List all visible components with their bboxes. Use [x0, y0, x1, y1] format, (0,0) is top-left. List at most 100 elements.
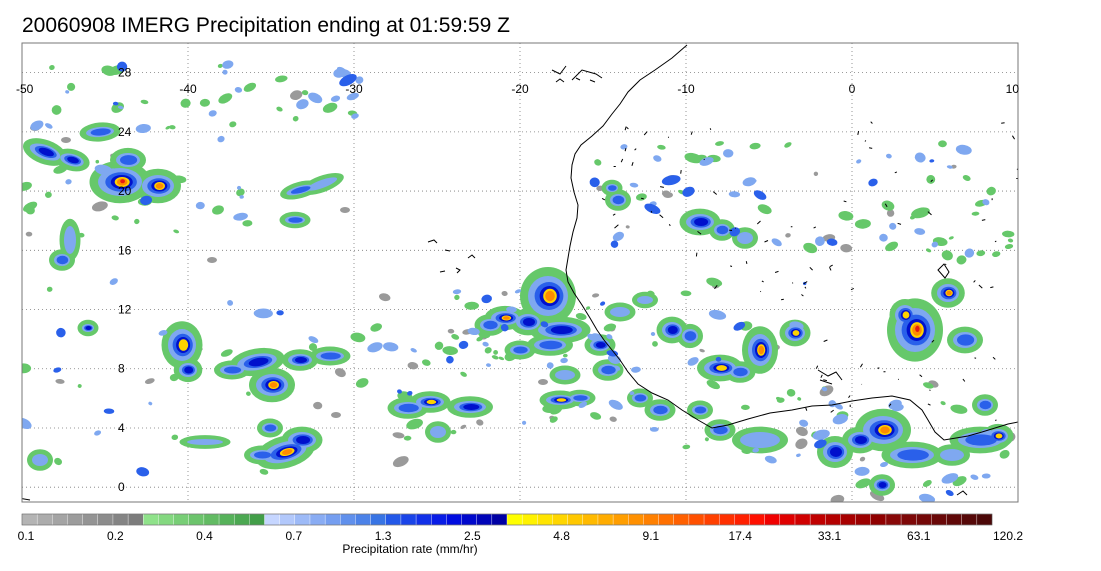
- lon-tick-label: -50: [16, 82, 34, 96]
- rain-cell: [171, 434, 179, 441]
- rain-cell: [941, 250, 953, 261]
- rain-cell: [224, 366, 242, 374]
- colorbar-swatch: [97, 513, 114, 526]
- colorbar-swatch: [916, 513, 932, 526]
- rain-cell: [498, 356, 505, 361]
- rain-cell: [217, 63, 223, 68]
- rain-cell: [56, 255, 69, 265]
- colorbar-swatch: [885, 513, 902, 526]
- rain-cell: [945, 489, 954, 497]
- rain-cell: [246, 391, 251, 396]
- rain-cell: [350, 332, 366, 343]
- rain-cell: [956, 255, 967, 265]
- rain-cell: [684, 331, 697, 341]
- rain-cell: [239, 195, 244, 199]
- rain-cell: [463, 404, 480, 410]
- colorbar-swatch: [794, 513, 811, 526]
- colorbar-tick-label: 0.2: [107, 529, 124, 543]
- rain-cell: [212, 205, 224, 215]
- colorbar-swatch: [461, 513, 478, 526]
- rain-cell: [64, 226, 76, 254]
- rain-cell: [49, 64, 55, 71]
- colorbar-tick-label: 1.3: [375, 529, 392, 543]
- rain-cell: [587, 333, 597, 342]
- boundary-segment: [612, 213, 616, 216]
- rain-cell: [573, 395, 588, 401]
- colorbar-tick-labels: 0.1 0.2 0.4 0.7 1.3 2.5 4.8 9.1 17.4 33.1 63.1 120.…: [18, 529, 1024, 543]
- colorbar-swatch: [309, 513, 326, 526]
- rain-cell: [976, 250, 986, 257]
- lon-tick-label: -40: [179, 82, 197, 96]
- rain-cell: [795, 426, 808, 437]
- longitude-labels: -50 -40 -30 -20 -10 0 10: [16, 82, 1019, 96]
- rain-cell: [608, 399, 623, 410]
- rain-cell: [546, 362, 554, 369]
- boundary-segment: [813, 226, 817, 229]
- colorbar-tick-label: 4.8: [553, 529, 570, 543]
- rain-cell: [451, 334, 460, 340]
- colorbar-swatch: [400, 513, 417, 526]
- rain-cell: [195, 201, 205, 210]
- rain-cell: [682, 444, 691, 450]
- rain-cell: [346, 92, 359, 101]
- boundary-segment: [680, 170, 682, 174]
- rain-cell: [187, 439, 223, 445]
- rain-cell: [290, 186, 311, 194]
- rain-cell: [911, 207, 930, 219]
- rain-cell: [330, 95, 341, 102]
- rain-cell: [178, 339, 189, 351]
- rain-cell: [233, 212, 248, 221]
- boundary-segment: [981, 219, 986, 221]
- map-frame: [21, 42, 1019, 503]
- rain-cell: [503, 316, 510, 320]
- colorbar-swatch: [188, 513, 205, 526]
- rain-cell: [723, 149, 734, 158]
- colorbar-swatch: [249, 513, 265, 526]
- rain-cell: [220, 349, 233, 357]
- rain-cell: [667, 326, 678, 334]
- boundary-segment: [668, 224, 671, 227]
- rain-cell: [879, 461, 889, 468]
- lon-tick-label: -20: [511, 82, 529, 96]
- boundary-segment: [805, 407, 808, 411]
- rain-cell: [741, 404, 750, 411]
- rain-cell: [992, 251, 1001, 257]
- rain-cell: [22, 181, 32, 191]
- boundary-segment: [631, 162, 634, 166]
- rain-cell: [699, 348, 705, 353]
- rain-cell: [964, 248, 975, 258]
- rain-cell: [715, 141, 724, 146]
- boundary-segment: [927, 403, 931, 406]
- rain-cell: [288, 217, 303, 223]
- rain-cell: [292, 115, 299, 122]
- lat-lon-grid: [22, 43, 1018, 502]
- rain-cell: [799, 419, 809, 427]
- boundary-segment: [601, 197, 606, 201]
- map-title: 20060908 IMERG Precipitation ending at 0…: [22, 14, 510, 37]
- colorbar-swatch: [779, 513, 796, 526]
- boundary-segment: [614, 224, 619, 229]
- rain-cell: [606, 334, 613, 340]
- rain-cell: [728, 191, 741, 198]
- rain-cell: [243, 82, 257, 92]
- boundary-segment: [709, 128, 712, 130]
- rain-cell: [491, 355, 499, 360]
- rain-cell: [635, 193, 647, 201]
- cape-verde-islands: [427, 239, 476, 274]
- boundary-segment: [857, 130, 860, 136]
- boundary-segment: [850, 287, 855, 291]
- rain-cell: [653, 405, 668, 415]
- rain-cell: [109, 278, 118, 285]
- rain-cell: [940, 401, 946, 406]
- colorbar-label: Precipitation rate (mm/hr): [342, 542, 477, 556]
- colorbar-swatch: [264, 513, 281, 526]
- colorbar-swatch: [21, 513, 38, 526]
- rain-cell: [111, 215, 119, 221]
- rain-cell: [758, 345, 765, 355]
- rain-cell: [296, 436, 311, 444]
- lake-chad-outline: [937, 263, 950, 279]
- boundary-segment: [659, 186, 665, 188]
- rain-cell: [539, 340, 563, 350]
- rain-cell: [229, 121, 237, 128]
- lat-tick-label: 12: [118, 303, 132, 317]
